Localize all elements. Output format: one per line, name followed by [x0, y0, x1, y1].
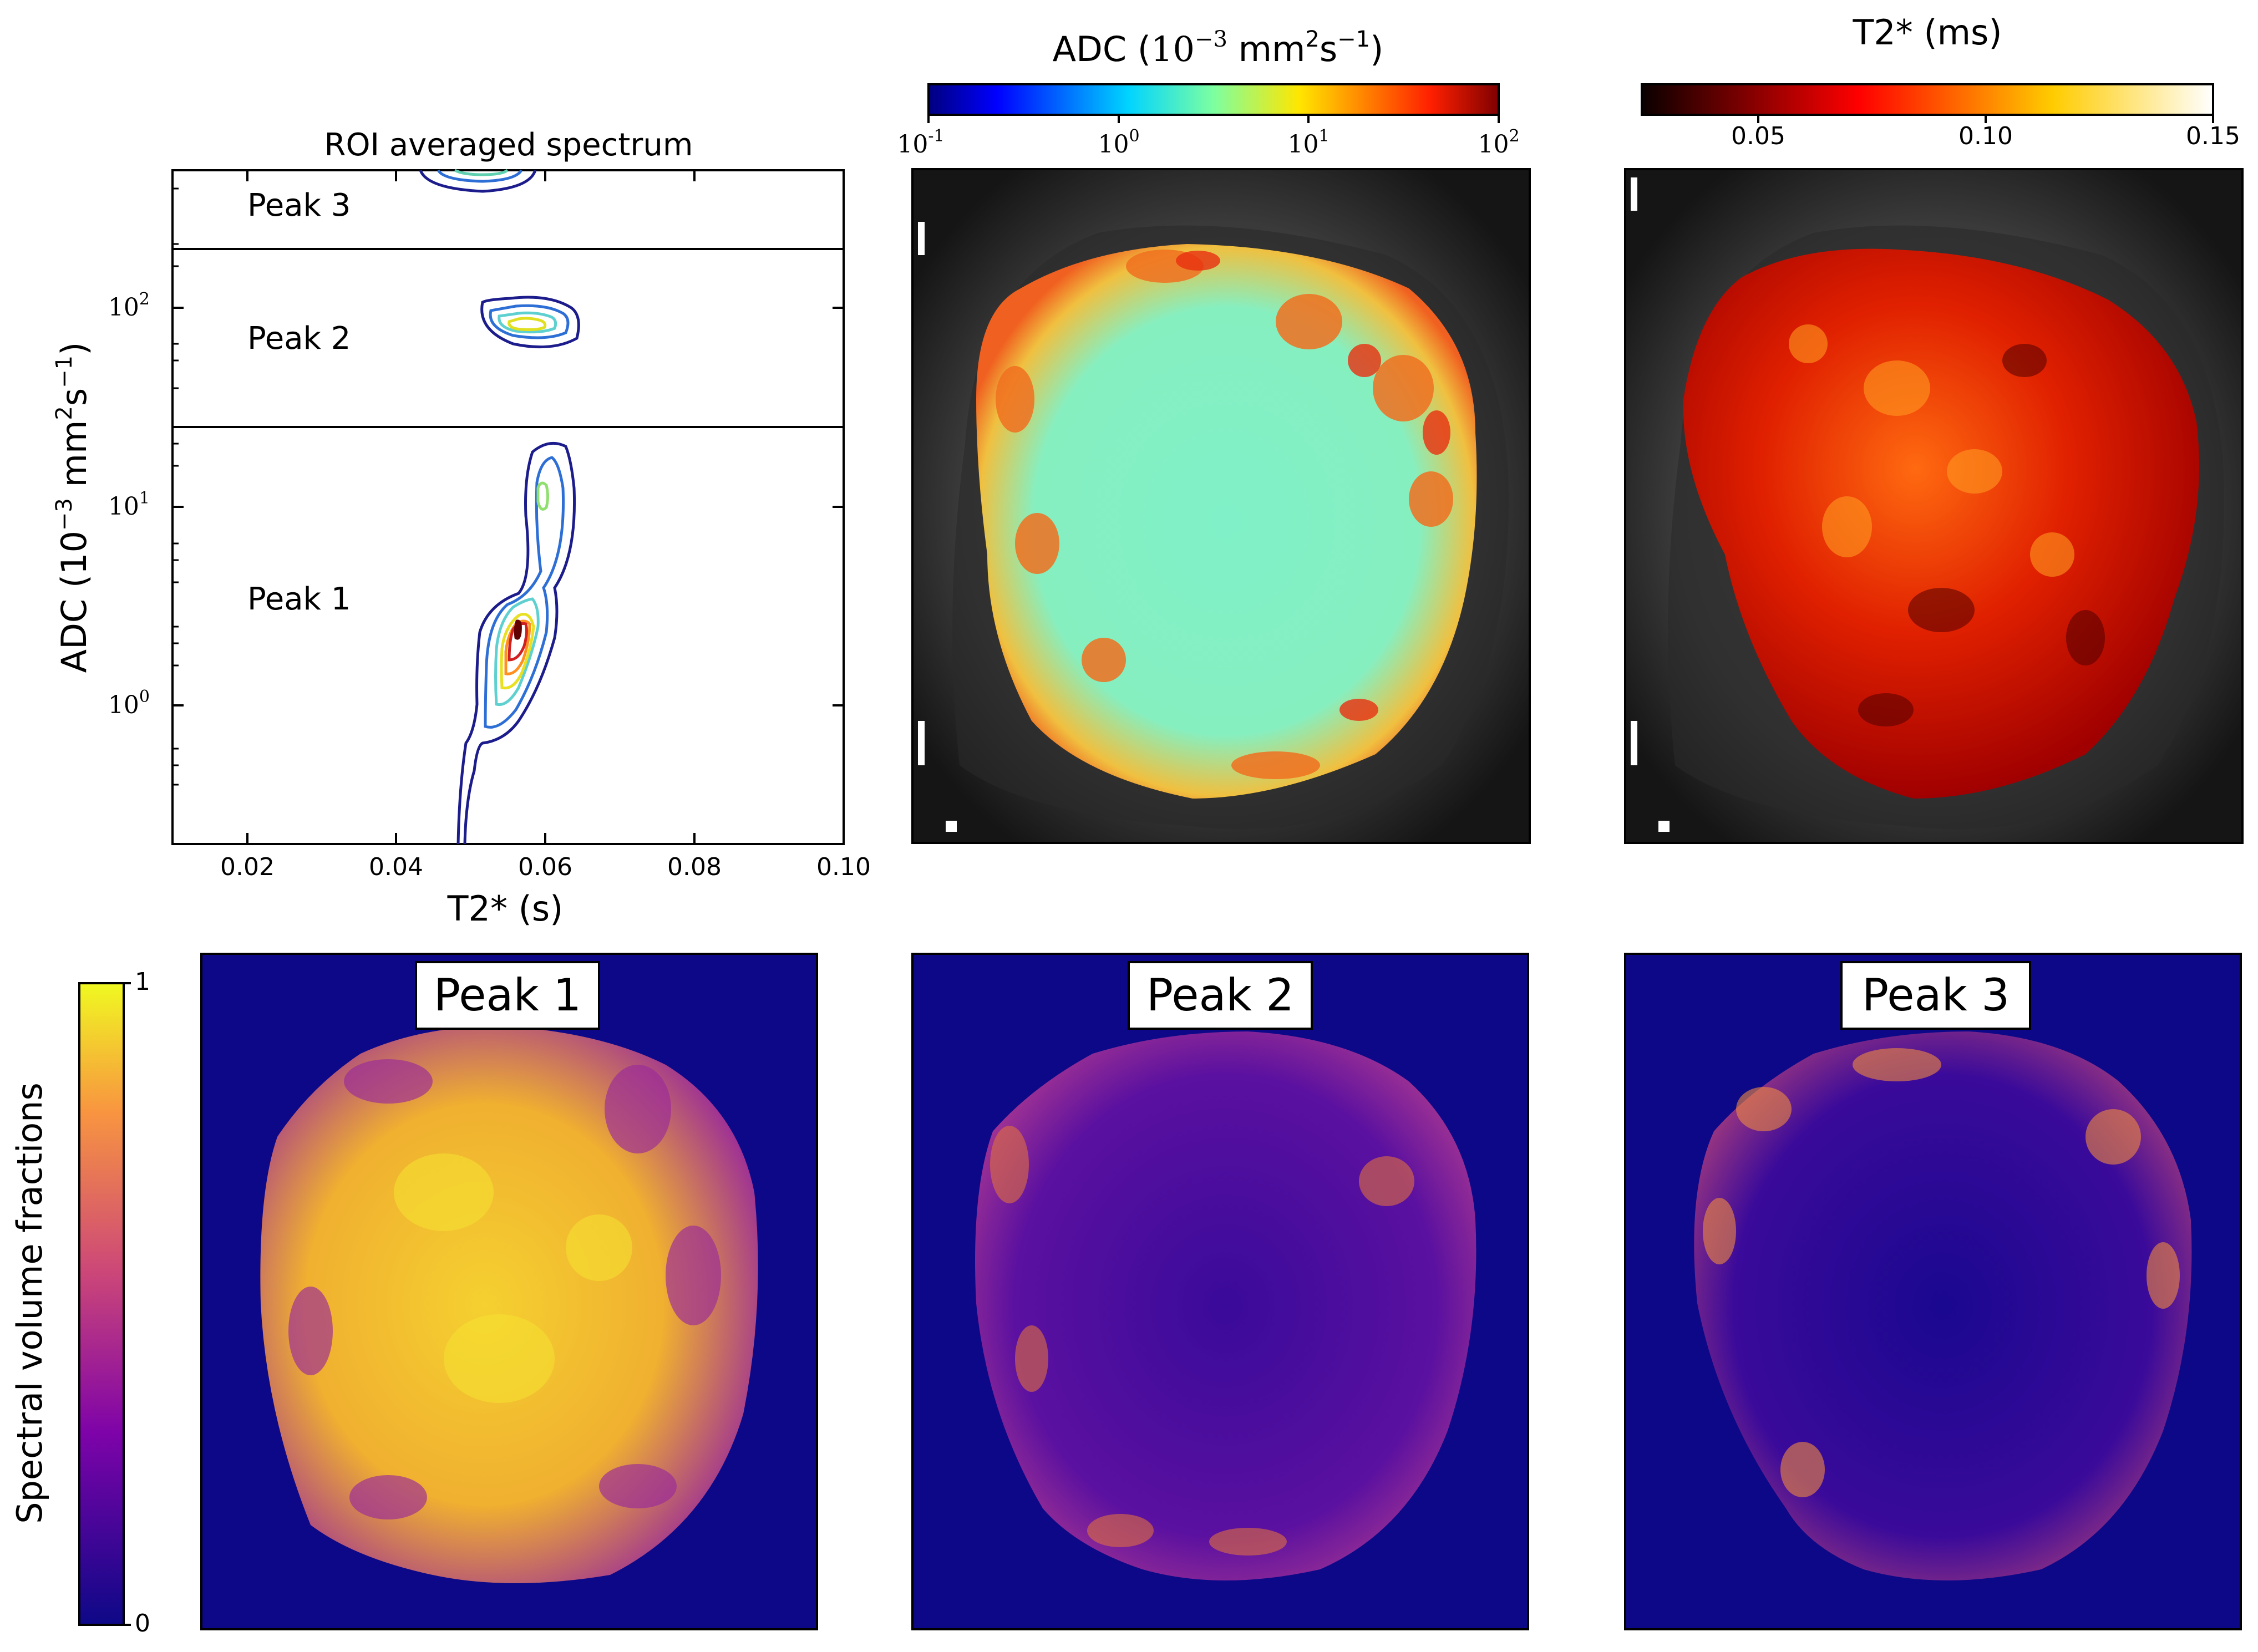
- spectrum-xtick-label: 0.08: [667, 853, 722, 881]
- t2-colorbar-ticks: [1757, 115, 2214, 123]
- spectrum-xtick-label: 0.10: [816, 853, 871, 881]
- spectrum-ytick-label: 102: [108, 289, 150, 322]
- adc-colorbar-tick: 10-1: [897, 126, 944, 159]
- panel-label-peak-1: Peak 1: [434, 969, 581, 1021]
- spectrum-label-peak-2: Peak 2: [247, 321, 351, 357]
- t2-tumor-overlay: [1683, 248, 2199, 799]
- fraction-map-peak-3: [1624, 953, 2242, 1630]
- adc-colorbar-tick: 100: [1098, 126, 1139, 159]
- label-box-peak-3: [1840, 961, 2031, 1030]
- t2-colorbar-tick: 0.05: [1731, 122, 1785, 150]
- panel-label-peak-3: Peak 3: [1862, 969, 2010, 1021]
- contour-peak-2: [480, 296, 580, 349]
- adc-colorbar-tick: 102: [1478, 126, 1519, 159]
- t2-colorbar: [1641, 83, 2214, 116]
- spectrum-label-peak-1: Peak 1: [247, 581, 351, 617]
- spectrum-xtick-label: 0.06: [518, 853, 572, 881]
- label-box-peak-2: [1128, 961, 1313, 1030]
- adc-map-image: [911, 168, 1531, 844]
- spectrum-ytick-label: 101: [108, 489, 150, 521]
- spectrum-y-minor-ticks: [172, 187, 179, 786]
- spectrum-title: ROI averaged spectrum: [324, 127, 693, 163]
- spectrum-y-ticks: [172, 307, 844, 706]
- t2-map-image: [1624, 168, 2244, 844]
- label-box-peak-1: [415, 961, 600, 1030]
- spectrum-xlabel: T2* (s): [447, 888, 564, 929]
- fraction-map-peak-1: [200, 953, 818, 1630]
- spectrum-xtick-label: 0.02: [220, 853, 275, 881]
- spectrum-ytick-label: 100: [108, 687, 150, 719]
- spectrum-ylabel: ADC (10−3 mm2s−1): [52, 342, 94, 673]
- t2-colorbar-tick: 0.10: [1958, 122, 2013, 150]
- fraction-colorbar: [78, 982, 125, 1626]
- spectrum-axes: [171, 169, 845, 845]
- fraction-colorbar-label: Spectral volume fractions: [9, 1082, 50, 1524]
- spectrum-x-ticks: [246, 170, 845, 844]
- adc-colorbar: [927, 83, 1500, 116]
- panel-label-peak-2: Peak 2: [1146, 969, 1294, 1021]
- t2-colorbar-title: T2* (ms): [1852, 12, 2002, 53]
- contour-peak-3: [419, 169, 537, 193]
- t2-colorbar-tick: 0.15: [2186, 122, 2240, 150]
- adc-colorbar-ticks: [927, 115, 1500, 123]
- fraction-colorbar-max: 1: [135, 968, 150, 996]
- spectrum-label-peak-3: Peak 3: [247, 187, 351, 223]
- contour-peak-1: [456, 441, 576, 845]
- spectrum-xtick-label: 0.04: [369, 853, 423, 881]
- adc-colorbar-title: ADC (10−3 mm2s−1): [1053, 27, 1384, 69]
- fraction-map-peak-2: [911, 953, 1529, 1630]
- fraction-colorbar-min: 0: [135, 1609, 150, 1638]
- adc-colorbar-tick: 101: [1287, 126, 1329, 159]
